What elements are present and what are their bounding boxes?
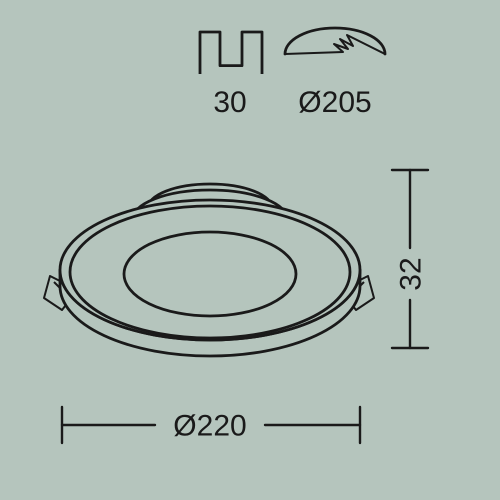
mounting-notch-icon [200, 32, 262, 74]
notch-dimension-label: 30 [213, 86, 246, 119]
dimension-diagram: 30 Ø205 Ø220 32 [0, 0, 500, 500]
cutout-dimension-label: Ø205 [298, 86, 371, 119]
cutout-diameter-icon [285, 28, 385, 54]
downlight-drawing [44, 184, 374, 356]
width-dimension-label: Ø220 [173, 410, 246, 443]
height-dimension-label: 32 [395, 257, 428, 290]
